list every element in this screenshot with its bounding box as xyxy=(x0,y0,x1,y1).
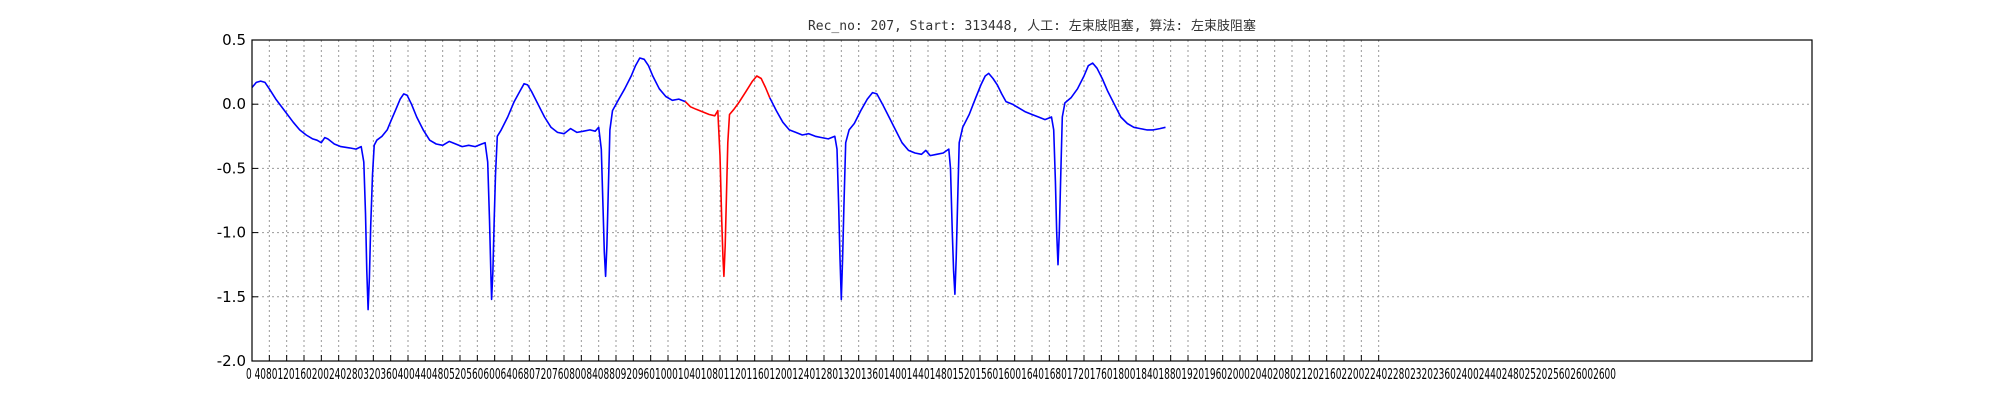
series-line-1 xyxy=(251,57,686,311)
y-tick-label: -1.0 xyxy=(217,224,246,242)
x-tick-labels: 0 40801201602002402803203604004404805205… xyxy=(246,365,1616,383)
grid xyxy=(252,40,1812,361)
y-tick-label: -0.5 xyxy=(217,159,246,177)
y-axis: 0.5 0.0 -0.5 -1.0 -1.5 -2.0 xyxy=(217,31,258,370)
y-tick-label: -2.0 xyxy=(217,352,246,370)
y-tick-label: 0.5 xyxy=(222,31,246,49)
y-tick-label: -1.5 xyxy=(217,288,246,306)
x-axis: 0 40801201602002402803203604004404805205… xyxy=(246,355,1616,383)
y-tick-label: 0.0 xyxy=(222,95,246,113)
series-group xyxy=(251,57,1166,311)
series-line-3 xyxy=(769,62,1166,301)
series-line-2 xyxy=(684,75,771,278)
chart-title: Rec_no: 207, Start: 313448, 人工: 左束肢阻塞, 算… xyxy=(808,18,1256,34)
